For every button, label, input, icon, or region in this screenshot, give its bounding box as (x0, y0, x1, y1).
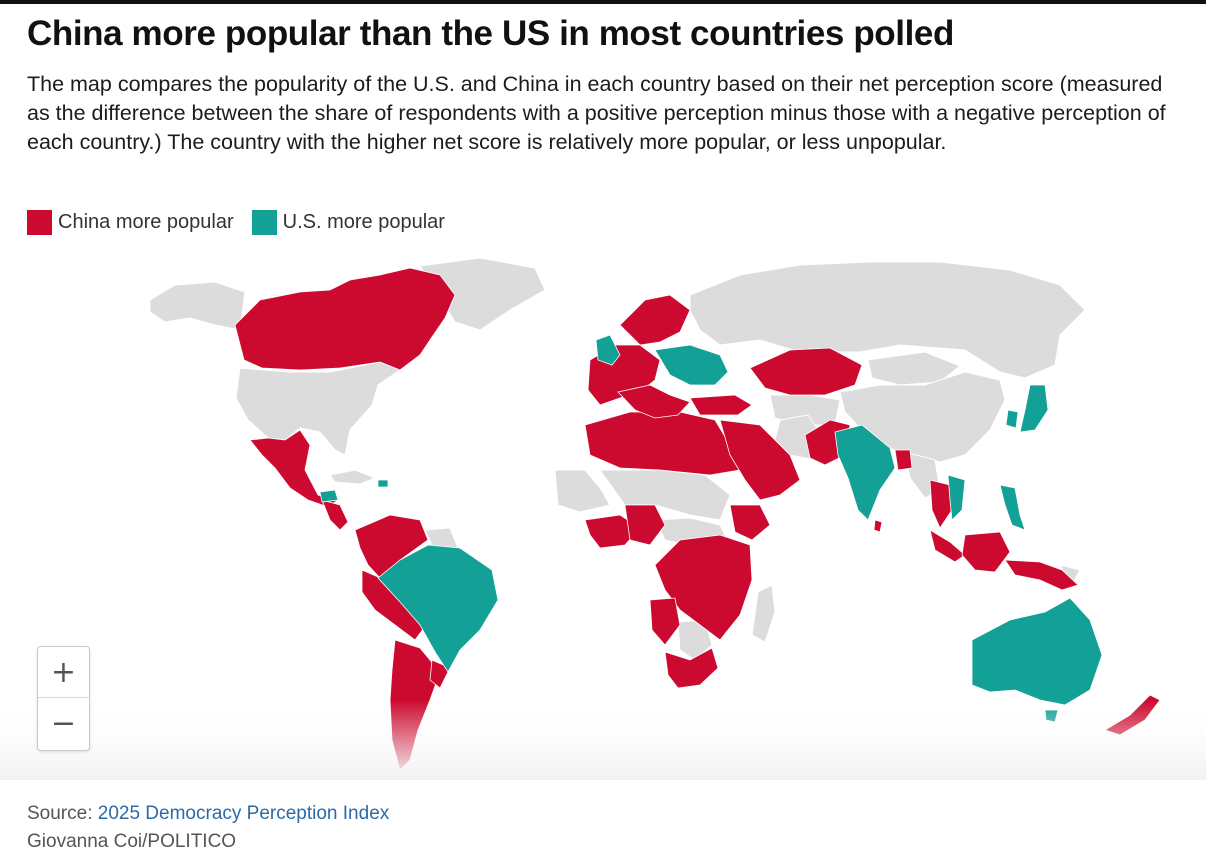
country-japan[interactable] (1019, 384, 1049, 433)
legend-item-china: China more popular (27, 210, 234, 235)
country-sahel[interactable] (599, 469, 731, 521)
country-west-africa[interactable] (584, 514, 641, 549)
country-vietnam[interactable] (947, 474, 966, 521)
country-indonesia[interactable] (961, 531, 1011, 573)
description: The map compares the popularity of the U… (27, 72, 1166, 154)
country-southern-europe[interactable] (617, 384, 691, 419)
world-map[interactable] (0, 250, 1206, 780)
country-middle-east[interactable] (719, 419, 801, 501)
legend-swatch-us (251, 210, 277, 235)
legend-label-china: China more popular (58, 211, 234, 233)
country-bangladesh[interactable] (894, 449, 913, 471)
world-map-svg[interactable] (0, 250, 1206, 780)
country-alaska[interactable] (149, 281, 246, 331)
country-india[interactable] (834, 424, 896, 521)
legend-swatch-china (27, 210, 52, 235)
country-canada[interactable] (234, 267, 456, 371)
legend-label-us: U.S. more popular (282, 211, 445, 233)
credit: Giovanna Coi/POLITICO (27, 831, 237, 852)
country-uk[interactable] (595, 334, 621, 366)
country-horn-of-africa[interactable] (729, 504, 771, 541)
zoom-in-button[interactable]: + (38, 647, 89, 698)
country-eastern-europe[interactable] (654, 344, 729, 386)
country-mauritania-mali[interactable] (554, 469, 611, 513)
country-nigeria[interactable] (624, 504, 666, 546)
country-south-korea[interactable] (1005, 409, 1019, 429)
top-rule (0, 0, 1206, 4)
country-philippines[interactable] (999, 484, 1026, 531)
country-east-africa[interactable] (654, 534, 753, 641)
source-line: Source: 2025 Democracy Perception Index (27, 803, 389, 825)
country-guatemala[interactable] (319, 489, 339, 503)
country-kazakhstan[interactable] (749, 347, 863, 396)
country-usa[interactable] (235, 361, 402, 456)
country-russia[interactable] (689, 261, 1086, 379)
country-angola[interactable] (649, 597, 681, 646)
legend: China more popular U.S. more popular (27, 210, 463, 235)
legend-item-us: U.S. more popular (251, 210, 445, 235)
country-north-africa[interactable] (584, 411, 741, 476)
country-thailand[interactable] (929, 479, 953, 529)
country-central-america[interactable] (321, 499, 349, 531)
country-malaysia[interactable] (929, 529, 966, 563)
country-south-africa[interactable] (664, 647, 719, 689)
source-link[interactable]: 2025 Democracy Perception Index (97, 803, 390, 824)
country-turkey[interactable] (689, 394, 753, 416)
country-australia[interactable] (971, 597, 1103, 706)
source-prefix: Source: (27, 803, 98, 824)
zoom-control: + − (37, 646, 90, 751)
country-dominican-rep[interactable] (377, 479, 389, 488)
country-caribbean[interactable] (329, 469, 377, 485)
country-sri-lanka[interactable] (873, 519, 883, 533)
country-brazil[interactable] (377, 544, 499, 673)
country-scandinavia[interactable] (619, 294, 691, 346)
country-indonesia-east[interactable] (1004, 559, 1079, 591)
country-madagascar[interactable] (751, 584, 776, 643)
zoom-out-button[interactable]: − (50, 706, 77, 741)
headline: China more popular than the US in most c… (27, 14, 954, 53)
